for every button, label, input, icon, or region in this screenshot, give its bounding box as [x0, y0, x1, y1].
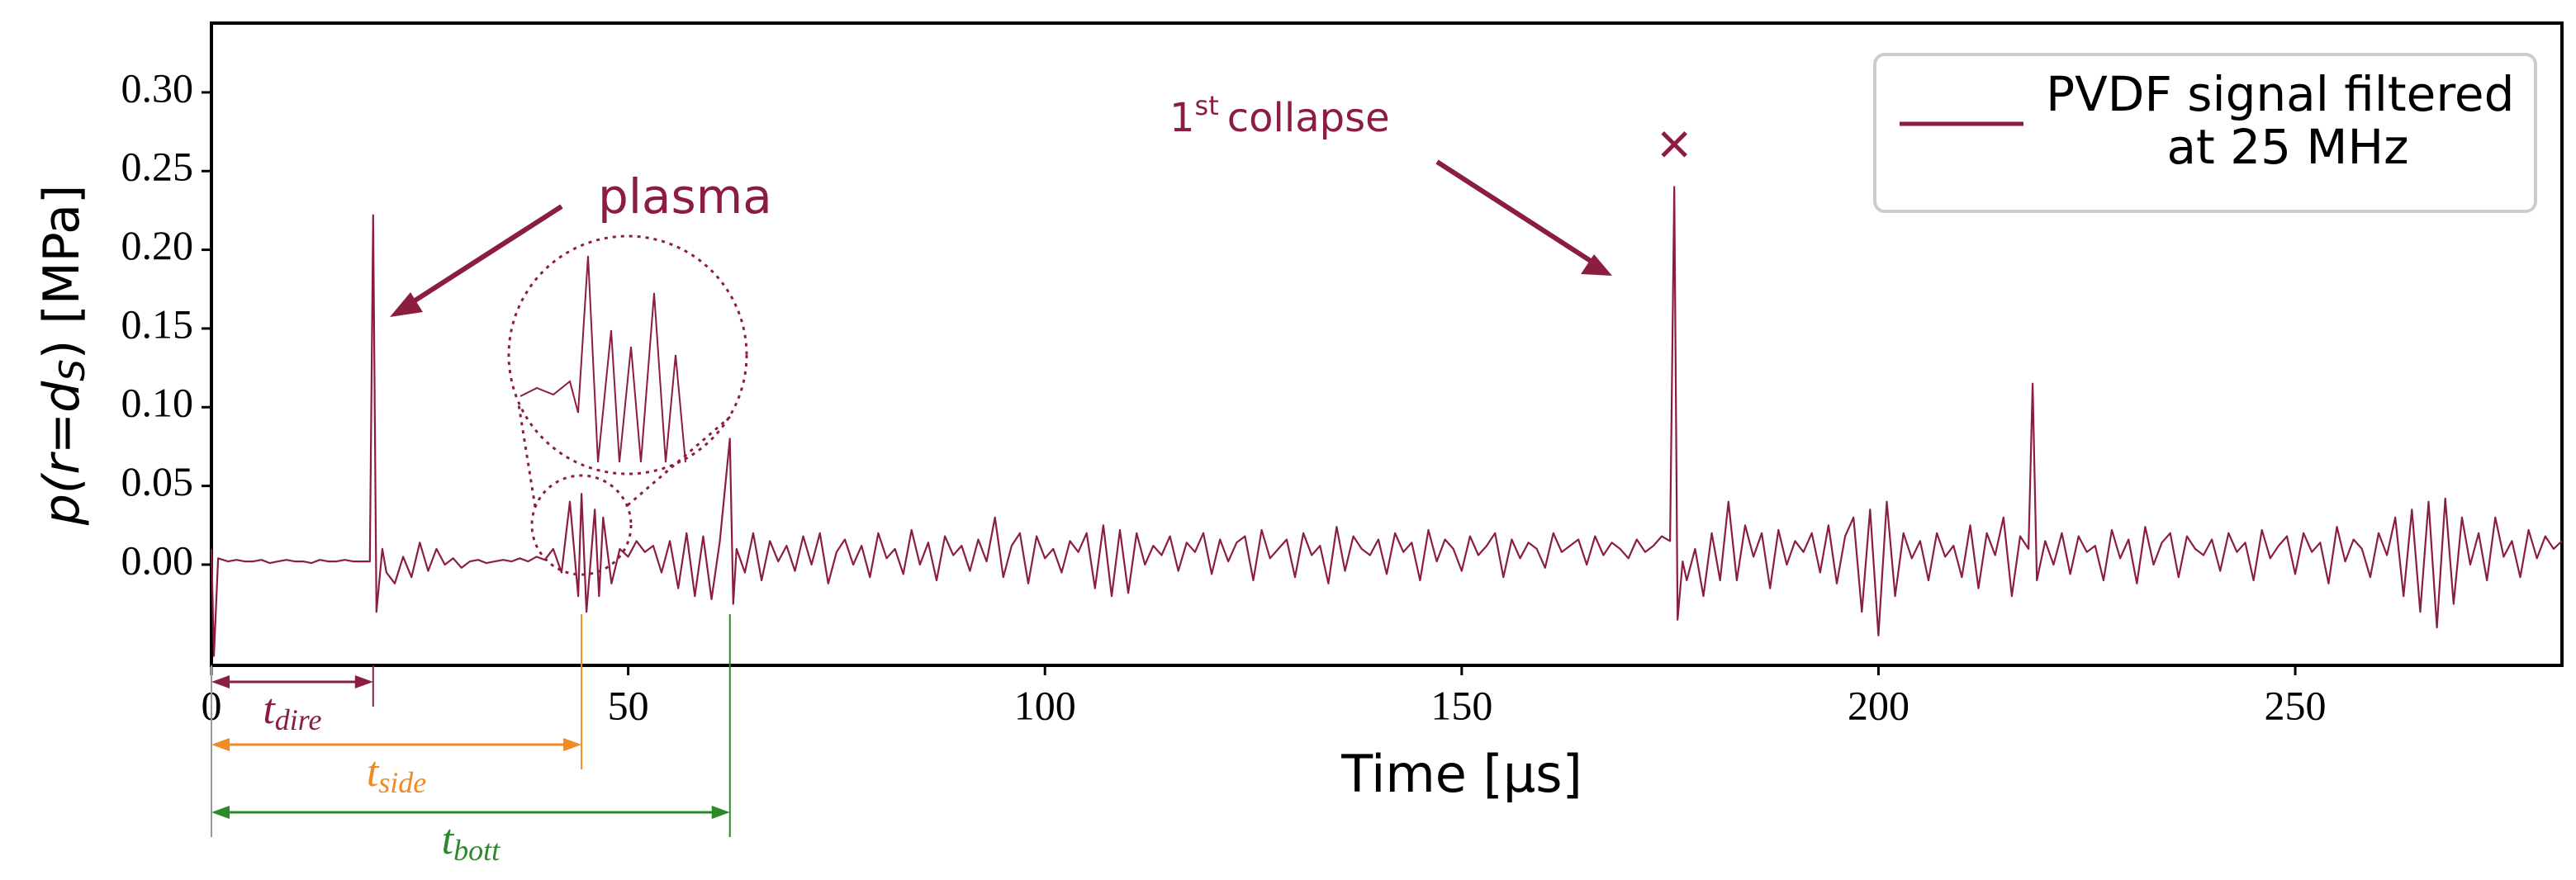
legend-line: PVDF signal filtered — [2046, 66, 2530, 122]
y-tick-label: 0.15 — [121, 300, 194, 347]
interval-arrowhead — [211, 806, 230, 819]
interval-label: tside — [367, 749, 426, 799]
x-axis-label: Time [µs] — [1340, 744, 1582, 804]
interval-symbol: t — [263, 686, 276, 733]
y-tick-label: 0.10 — [121, 380, 194, 426]
zoom-link — [627, 415, 731, 507]
plasma-annotation: plasma — [598, 168, 772, 225]
legend-line: at 25 MHz — [2166, 119, 2408, 175]
y-tick-label: 0.30 — [121, 64, 194, 111]
interval-label: tbott — [442, 816, 500, 867]
y-label-main: p(r=d — [33, 381, 91, 526]
peak-marker — [1661, 131, 1687, 158]
y-label-tail: ) [MPa] — [33, 185, 91, 359]
plot-frame — [210, 21, 2564, 667]
x-tick-label: 50 — [608, 682, 649, 728]
x-tick-label: 100 — [1014, 682, 1076, 728]
plasma-arrow — [403, 204, 563, 310]
interval-sub: bott — [453, 834, 500, 867]
interval-arrowhead — [211, 675, 230, 688]
interval-label: tdire — [263, 686, 321, 736]
y-tick-label: 0.25 — [121, 144, 194, 190]
interval-symbol: t — [367, 749, 380, 796]
collapse-text: collapse — [1227, 95, 1390, 141]
x-tick-label: 200 — [1848, 682, 1909, 728]
y-tick-label: 0.05 — [121, 458, 194, 504]
signal-line — [210, 186, 2563, 657]
x-tick-label: 250 — [2265, 682, 2327, 728]
zoom-inset — [507, 234, 748, 576]
interval-sub: side — [378, 766, 426, 799]
peak-marker-stroke — [1661, 131, 1687, 158]
plasma-arrowhead — [390, 292, 423, 317]
zoom-circle — [507, 234, 748, 475]
x-tick-label: 150 — [1430, 682, 1492, 728]
y-axis-label: p(r=dS) [MPa] — [33, 185, 93, 527]
interval-sub: dire — [275, 703, 322, 736]
y-tick-label: 0.20 — [121, 222, 194, 268]
y-axis-label-group: p(r=dS) [MPa] — [33, 185, 93, 527]
collapse-sup: st — [1195, 90, 1219, 121]
collapse-annotation: 1st collapse — [1169, 90, 1390, 141]
zoom-link — [517, 404, 537, 508]
interval-symbol: t — [442, 816, 455, 863]
y-tick-label: 0.00 — [121, 537, 194, 583]
collapse-number: 1 — [1169, 95, 1195, 141]
legend-box — [1873, 53, 2537, 213]
collapse-arrowhead — [1581, 254, 1612, 276]
zoom-detail — [519, 255, 686, 463]
interval-arrowhead — [211, 738, 230, 751]
collapse-arrow — [1435, 159, 1597, 267]
interval-arrowhead — [563, 738, 582, 751]
legend-label: PVDF signal filtered at 25 MHz — [2046, 66, 2530, 175]
y-label-sub: S — [52, 359, 93, 381]
interval-arrowhead — [354, 675, 373, 688]
zoom-source-circle — [530, 474, 633, 576]
interval-arrowhead — [711, 806, 730, 819]
